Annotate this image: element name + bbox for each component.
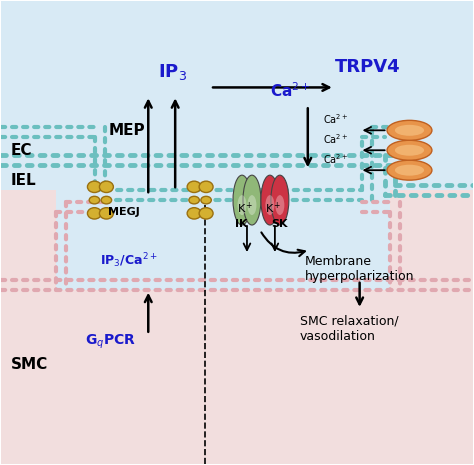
- Text: SMC relaxation/
vasodilation: SMC relaxation/ vasodilation: [300, 315, 399, 343]
- Text: MEP: MEP: [109, 123, 145, 138]
- Text: TRPV4: TRPV4: [335, 59, 401, 76]
- Text: SMC: SMC: [11, 357, 48, 372]
- Text: EC: EC: [11, 143, 32, 158]
- Ellipse shape: [100, 181, 113, 193]
- Ellipse shape: [199, 181, 213, 193]
- Ellipse shape: [261, 175, 279, 225]
- Bar: [0, 190, 55, 290]
- Ellipse shape: [387, 140, 432, 160]
- Text: Ca$^{2+}$: Ca$^{2+}$: [323, 133, 348, 146]
- Ellipse shape: [247, 195, 256, 215]
- Ellipse shape: [275, 195, 284, 215]
- Text: SK: SK: [271, 219, 287, 229]
- Ellipse shape: [395, 125, 424, 136]
- Ellipse shape: [100, 208, 113, 219]
- Ellipse shape: [101, 196, 111, 204]
- Ellipse shape: [271, 175, 289, 225]
- Text: Membrane
hyperpolarization: Membrane hyperpolarization: [305, 255, 414, 283]
- Bar: [390, 190, 474, 290]
- Text: MEGJ: MEGJ: [109, 207, 140, 217]
- Ellipse shape: [199, 208, 213, 219]
- Ellipse shape: [187, 181, 201, 193]
- Ellipse shape: [201, 196, 211, 204]
- Text: Ca$^{2+}$: Ca$^{2+}$: [270, 82, 310, 100]
- Text: IEL: IEL: [11, 173, 36, 188]
- Text: IK: IK: [235, 219, 247, 229]
- Ellipse shape: [87, 208, 101, 219]
- Ellipse shape: [243, 175, 261, 225]
- Ellipse shape: [265, 195, 274, 215]
- Text: Ca$^{2+}$: Ca$^{2+}$: [323, 153, 348, 166]
- Ellipse shape: [233, 175, 251, 225]
- Text: G$_q$PCR: G$_q$PCR: [85, 333, 136, 351]
- Ellipse shape: [395, 165, 424, 176]
- Text: IP$_3$/Ca$^{2+}$: IP$_3$/Ca$^{2+}$: [100, 251, 158, 270]
- Ellipse shape: [395, 145, 424, 156]
- Ellipse shape: [87, 181, 101, 193]
- Text: Ca$^{2+}$: Ca$^{2+}$: [323, 113, 348, 126]
- Ellipse shape: [89, 196, 100, 204]
- Text: K$^+$: K$^+$: [237, 201, 254, 216]
- Ellipse shape: [387, 160, 432, 180]
- Ellipse shape: [387, 120, 432, 140]
- Ellipse shape: [237, 195, 246, 215]
- Bar: [0, 290, 474, 465]
- Text: K$^+$: K$^+$: [265, 201, 282, 216]
- Ellipse shape: [189, 196, 200, 204]
- Text: IP$_3$: IP$_3$: [158, 62, 187, 82]
- Ellipse shape: [187, 208, 201, 219]
